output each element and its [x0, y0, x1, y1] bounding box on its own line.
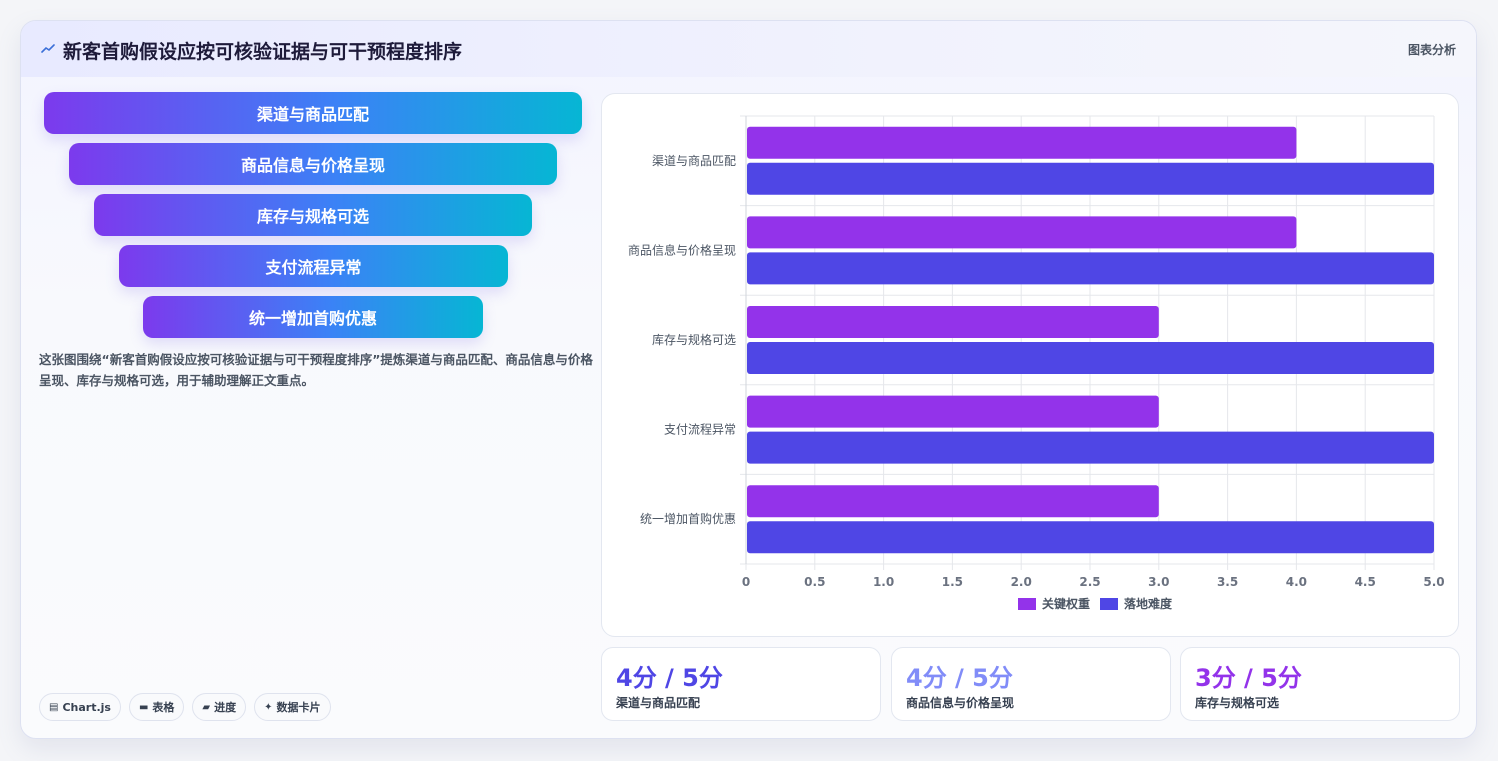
legend-swatch [1100, 598, 1118, 610]
stat-card-2: 4分 / 5分 商品信息与价格呈现 [891, 647, 1171, 721]
chart-description: 这张图围绕“新客首购假设应按可核验证据与可干预程度排序”提炼渠道与商品匹配、商品… [39, 352, 593, 388]
trend-icon [41, 44, 55, 53]
chip-label: 数据卡片 [276, 701, 321, 714]
chip-label: 表格 [152, 701, 175, 714]
page-title: 新客首购假设应按可核验证据与可干预程度排序 [63, 41, 463, 63]
stat-value: 4分 / 5分 [616, 664, 723, 692]
bar-difficulty [747, 431, 1434, 464]
x-tick-label: 0.5 [804, 575, 825, 589]
x-tick-label: 0 [742, 575, 750, 589]
chip-table[interactable]: ▬ 表格 [128, 693, 185, 721]
bar-difficulty [747, 342, 1434, 374]
bar-key-weight [747, 485, 1159, 518]
x-tick-label: 4.5 [1355, 575, 1376, 589]
chip-label: 进度 [214, 701, 237, 714]
bar-chart: 0 0.5 1.0 1.5 2.0 2.5 3.0 3.5 4.0 4.5 5.0 渠道与商品匹配商品… [628, 115, 1445, 611]
funnel-item-3: 库存与规格可选 [94, 194, 532, 236]
chip-chartjs[interactable]: ▤ Chart.js [39, 693, 121, 721]
x-tick-label: 1.0 [873, 575, 894, 589]
bar-difficulty [747, 252, 1434, 285]
x-tick-label: 4.0 [1286, 575, 1307, 589]
chart-icon: ▤ [49, 701, 59, 713]
funnel-item-5: 统一增加首购优惠 [143, 296, 483, 338]
x-tick-label: 2.0 [1011, 575, 1032, 589]
y-tick-label: 统一增加首购优惠 [640, 511, 736, 526]
legend-swatch [1018, 598, 1036, 610]
y-tick-label: 渠道与商品匹配 [652, 153, 736, 168]
stat-card-1: 4分 / 5分 渠道与商品匹配 [601, 647, 881, 721]
x-tick-label: 3.5 [1217, 575, 1238, 589]
card-header: 新客首购假设应按可核验证据与可干预程度排序 图表分析 [21, 21, 1476, 77]
chip-data-card[interactable]: ✦ 数据卡片 [254, 693, 331, 721]
chip-label: Chart.js [62, 700, 111, 714]
chip-progress[interactable]: ▰ 进度 [192, 693, 247, 721]
chart-panel: 0 0.5 1.0 1.5 2.0 2.5 3.0 3.5 4.0 4.5 5.0 渠道与商品匹配商品… [601, 93, 1459, 637]
stat-value: 4分 / 5分 [906, 664, 1013, 692]
chart-analysis-tag: 图表分析 [1407, 43, 1456, 57]
x-tick-label: 3.0 [1148, 575, 1169, 589]
stat-value: 3分 / 5分 [1195, 664, 1302, 692]
sparkle-icon: ✦ [264, 701, 273, 713]
y-tick-label: 商品信息与价格呈现 [628, 242, 736, 257]
stat-label: 库存与规格可选 [1195, 696, 1280, 710]
x-tick-label: 5.0 [1423, 575, 1444, 589]
stat-card-3: 3分 / 5分 库存与规格可选 [1180, 647, 1460, 721]
table-icon: ▬ [138, 701, 149, 713]
bar-key-weight [747, 126, 1297, 159]
y-tick-label: 支付流程异常 [664, 422, 736, 437]
x-tick-label: 2.5 [1079, 575, 1100, 589]
funnel-item-1: 渠道与商品匹配 [44, 92, 582, 134]
bar-difficulty [747, 162, 1434, 195]
funnel-item-4: 支付流程异常 [119, 245, 508, 287]
x-tick-label: 1.5 [942, 575, 963, 589]
bar-difficulty [747, 521, 1434, 554]
stat-label: 商品信息与价格呈现 [906, 696, 1015, 710]
funnel-item-2: 商品信息与价格呈现 [69, 143, 557, 185]
bar-key-weight [747, 216, 1297, 249]
bar-key-weight [747, 395, 1159, 428]
bar-key-weight [747, 306, 1159, 338]
progress-icon: ▰ [202, 701, 211, 713]
analysis-card: 新客首购假设应按可核验证据与可干预程度排序 图表分析 渠道与商品匹配 商品信息与… [20, 20, 1477, 739]
legend-label: 落地难度 [1124, 596, 1173, 611]
y-tick-label: 库存与规格可选 [652, 332, 736, 347]
legend-label: 关键权重 [1042, 596, 1090, 611]
tag-chips: ▤ Chart.js ▬ 表格 ▰ 进度 ✦ 数据卡片 [39, 693, 331, 721]
stat-label: 渠道与商品匹配 [616, 696, 701, 710]
